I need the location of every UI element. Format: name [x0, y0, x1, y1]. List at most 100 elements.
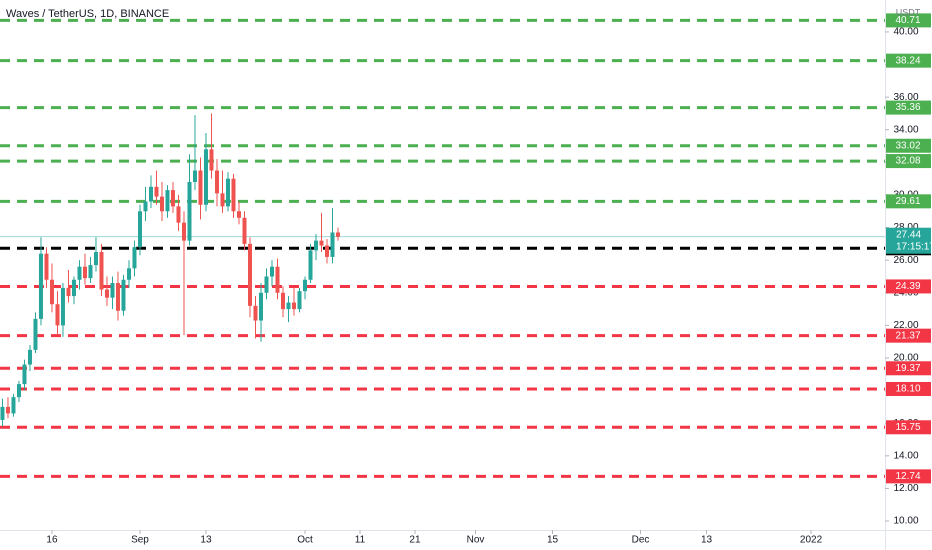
candle-body: [82, 266, 87, 279]
candle-body: [170, 190, 175, 207]
currency-label: USDT: [896, 7, 921, 17]
candle-body: [137, 211, 142, 248]
level-label: 33.02: [895, 140, 920, 151]
candle-body: [154, 186, 159, 197]
candle-body: [0, 406, 5, 420]
candle-body: [236, 211, 241, 218]
level-label: 29.61: [895, 196, 920, 207]
candle-body: [22, 364, 27, 385]
x-tick-label: Sep: [131, 535, 149, 546]
candle-body: [115, 283, 120, 311]
candle-body: [313, 240, 318, 251]
candle-body: [93, 252, 98, 266]
candle-body: [5, 406, 10, 414]
level-badge: [886, 361, 931, 376]
candle-body: [165, 190, 170, 212]
candle-body: [214, 170, 219, 194]
level-badge: [886, 381, 931, 396]
level-badge: [886, 100, 931, 115]
badges: 40.7138.2435.3633.0232.0829.6126.7324.39…: [886, 13, 932, 484]
level-badge: [886, 279, 931, 294]
level-label: 18.10: [895, 384, 920, 395]
candle-body: [286, 302, 291, 310]
x-tick-label: Oct: [297, 535, 313, 546]
candle-body: [60, 287, 65, 326]
candle-body: [198, 170, 203, 205]
x-tick-label: 13: [701, 535, 713, 546]
candle-body: [264, 276, 269, 293]
level-label: 21.37: [895, 330, 920, 341]
candle-body: [225, 178, 230, 207]
level-badge: [886, 469, 931, 484]
y-tick-label: 40.00: [893, 27, 918, 38]
x-tick-label: 21: [409, 535, 421, 546]
x-tick-label: 11: [355, 535, 366, 546]
level-badge: [886, 328, 931, 343]
last-price-badge: [886, 227, 931, 254]
candle-body: [77, 266, 82, 280]
candle-body: [33, 318, 38, 350]
x-tick-label: Nov: [467, 535, 485, 546]
candle-body: [209, 149, 214, 171]
candle-body: [335, 232, 340, 237]
y-tick-label: 12.00: [893, 483, 918, 494]
candle-body: [104, 289, 109, 298]
level-badge: [886, 138, 931, 153]
candle-body: [192, 170, 197, 182]
candle-body: [330, 232, 335, 257]
candle-body: [148, 186, 153, 202]
candle-body: [126, 268, 131, 280]
countdown-label: 17:15:17: [896, 241, 932, 252]
level-label: 24.39: [895, 281, 920, 292]
candle-body: [280, 292, 285, 310]
candle-body: [324, 245, 329, 257]
candle-body: [176, 206, 181, 223]
candle-body: [319, 240, 324, 246]
candle-body: [159, 196, 164, 212]
candle-body: [253, 305, 258, 321]
level-badge: [886, 194, 931, 209]
candle-body: [258, 292, 263, 321]
x-tick-label: 13: [200, 535, 212, 546]
candle-body: [187, 181, 192, 241]
candle-body: [275, 266, 280, 293]
candle-body: [203, 149, 208, 205]
candle-body: [38, 253, 43, 319]
y-tick-label: 10.00: [893, 516, 918, 527]
level-badge: [886, 13, 931, 28]
candle-body: [66, 287, 71, 297]
candle-body: [49, 279, 54, 305]
candle-body: [143, 201, 148, 212]
last-price-label: 27.44: [896, 229, 921, 240]
y-tick-label: 20.00: [893, 353, 918, 364]
y-tick-label: 36.00: [893, 92, 918, 103]
level-label: 15.75: [895, 422, 920, 433]
y-tick-label: 34.00: [893, 124, 918, 135]
candle-body: [16, 384, 21, 398]
candle-body: [291, 302, 296, 310]
chart-title: Waves / TetherUS, 1D, BINANCE: [6, 8, 169, 20]
x-tick-label: 16: [46, 535, 58, 546]
candle-body: [181, 222, 186, 241]
candle-body: [220, 193, 225, 207]
candle-body: [71, 279, 76, 297]
level-label: 38.24: [895, 55, 920, 66]
candle-body: [308, 250, 313, 280]
marks: [0, 18, 885, 478]
level-label: 35.36: [895, 102, 920, 113]
level-label: 12.74: [895, 471, 920, 482]
y-tick-label: 26.00: [893, 255, 918, 266]
candle-body: [242, 217, 247, 244]
candle-body: [302, 279, 307, 292]
candle-body: [110, 283, 115, 298]
x-tick-label: 15: [547, 535, 559, 546]
level-label: 19.37: [895, 363, 920, 374]
x-tick-label: Dec: [632, 535, 650, 546]
candle-body: [269, 266, 274, 277]
candle-body: [132, 247, 137, 269]
x-tick-label: 2022: [800, 535, 823, 546]
level-label: 40.71: [895, 15, 920, 26]
candle-body: [27, 349, 32, 365]
